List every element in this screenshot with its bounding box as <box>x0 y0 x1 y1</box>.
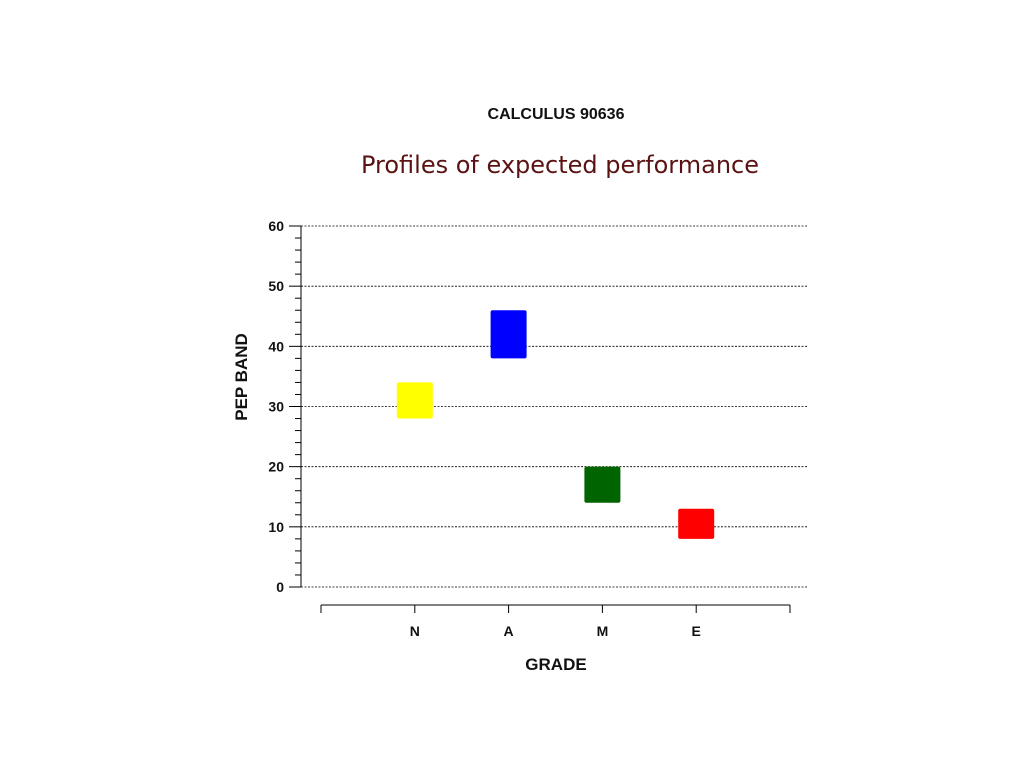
y-tick-label: 60 <box>268 218 284 234</box>
x-tick-label: E <box>692 623 701 639</box>
y-tick-label: 40 <box>268 338 284 354</box>
y-axis-title: PEP BAND <box>232 333 251 421</box>
y-tick-label: 50 <box>268 278 284 294</box>
range-box-a <box>490 310 527 359</box>
y-tick-label: 0 <box>276 579 284 595</box>
x-tick-label: M <box>597 623 609 639</box>
x-tick-label: A <box>504 623 514 639</box>
y-axis: 0 10 20 30 40 50 60 <box>268 218 302 595</box>
y-tick-label: 10 <box>268 519 284 535</box>
range-box-n <box>396 382 433 419</box>
x-axis-title: GRADE <box>525 655 586 674</box>
chart-subtitle: Profiles of expected performance <box>361 151 759 179</box>
y-tick-label: 20 <box>268 459 284 475</box>
chart-title: CALCULUS 90636 <box>488 106 625 123</box>
range-box-e <box>678 508 715 539</box>
range-box-m <box>584 466 621 503</box>
y-tick-label: 30 <box>268 399 284 415</box>
x-tick-label: N <box>410 623 420 639</box>
range-boxes <box>396 310 715 539</box>
gridlines <box>301 225 808 588</box>
